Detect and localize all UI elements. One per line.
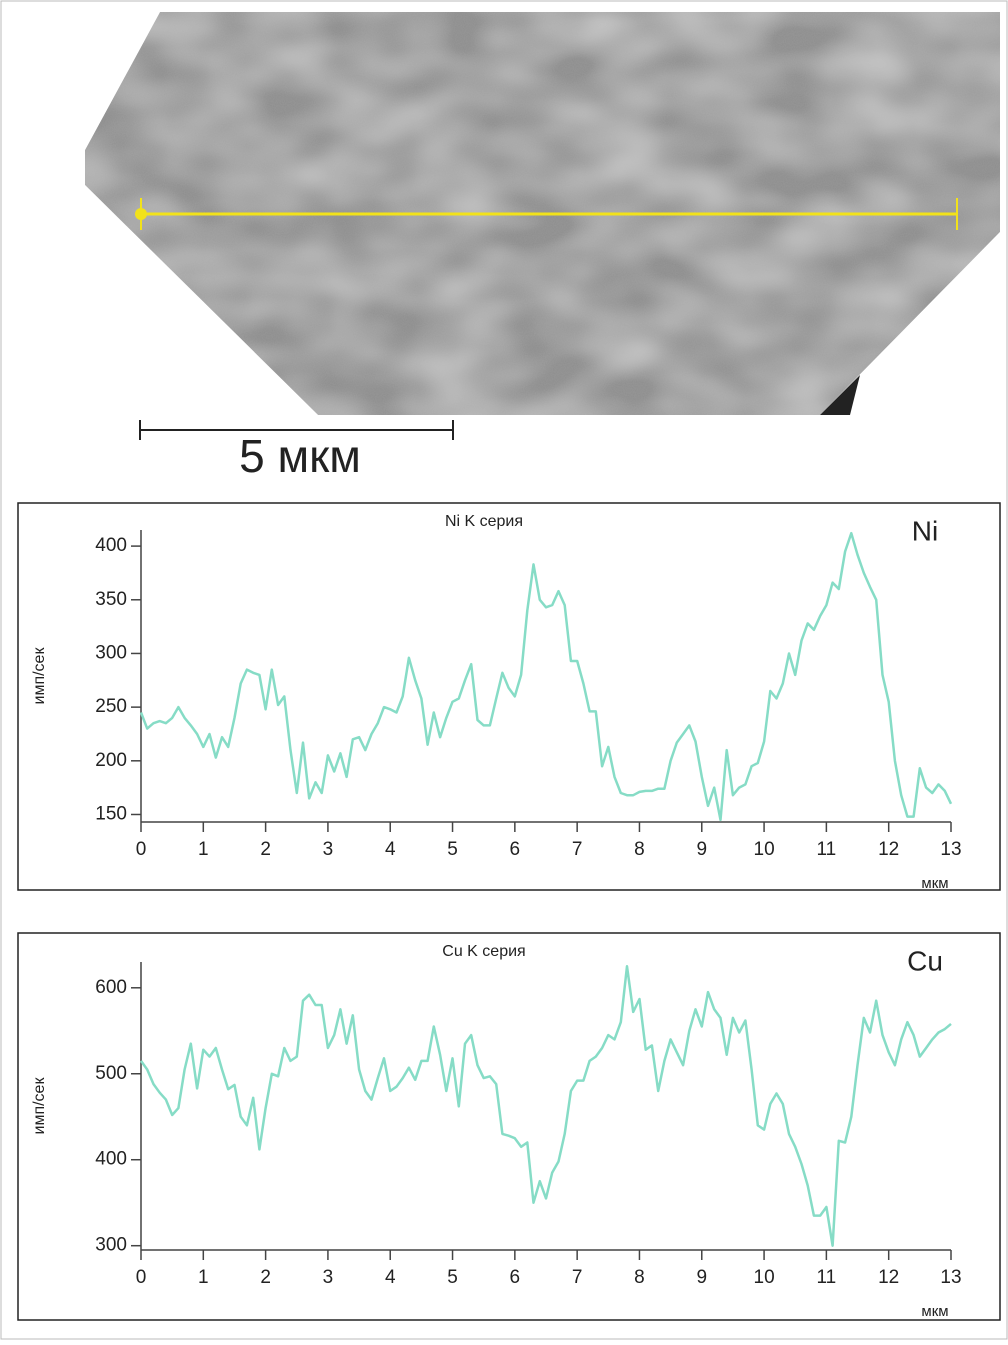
x-tick-label: 3	[323, 1267, 334, 1288]
x-tick-label: 6	[510, 1267, 521, 1288]
x-tick-label: 4	[385, 839, 396, 860]
x-tick-label: 2	[260, 839, 271, 860]
y-tick-label: 250	[95, 696, 127, 717]
x-tick-label: 2	[260, 1267, 271, 1288]
x-tick-label: 4	[385, 1267, 396, 1288]
x-tick-label: 0	[136, 1267, 147, 1288]
x-tick-label: 7	[572, 839, 583, 860]
x-tick-label: 10	[754, 839, 775, 860]
x-tick-label: 3	[323, 839, 334, 860]
scale-bar-label: 5 мкм	[239, 430, 361, 482]
x-tick-label: 13	[940, 839, 961, 860]
y-tick-label: 500	[95, 1063, 127, 1084]
x-tick-label: 8	[634, 1267, 645, 1288]
y-tick-label: 350	[95, 589, 127, 610]
y-tick-label: 600	[95, 977, 127, 998]
chart-frame	[17, 502, 1001, 891]
y-axis-label: имп/сек	[31, 647, 48, 705]
x-tick-label: 5	[447, 839, 458, 860]
chart-frame	[17, 932, 1001, 1321]
x-tick-label: 10	[754, 1267, 775, 1288]
x-tick-label: 9	[696, 1267, 707, 1288]
x-axis-label: мкм	[921, 1303, 948, 1320]
series-label: Cu	[907, 945, 943, 976]
data-line	[139, 531, 953, 822]
x-tick-label: 1	[198, 1267, 209, 1288]
x-tick-label: 12	[878, 839, 899, 860]
x-tick-label: 5	[447, 1267, 458, 1288]
x-tick-label: 6	[510, 839, 521, 860]
x-tick-label: 12	[878, 1267, 899, 1288]
micrograph-corner	[820, 375, 860, 415]
x-tick-label: 8	[634, 839, 645, 860]
x-tick-label: 13	[940, 1267, 961, 1288]
x-tick-label: 7	[572, 1267, 583, 1288]
x-tick-label: 11	[817, 839, 837, 860]
y-tick-label: 150	[95, 804, 127, 825]
y-tick-label: 300	[95, 1235, 127, 1256]
x-tick-label: 0	[136, 839, 147, 860]
data-line	[139, 965, 952, 1247]
chart-title: Cu K серия	[442, 943, 525, 960]
y-tick-label: 200	[95, 750, 127, 771]
y-tick-label: 300	[95, 642, 127, 663]
x-tick-label: 9	[696, 839, 707, 860]
scan-start-dot	[135, 208, 147, 220]
x-axis-label: мкм	[921, 875, 948, 892]
chart-title: Ni K серия	[445, 513, 523, 530]
x-tick-label: 11	[817, 1267, 837, 1288]
y-tick-label: 400	[95, 1149, 127, 1170]
y-axis-label: имп/сек	[31, 1077, 48, 1135]
x-tick-label: 1	[198, 839, 209, 860]
series-label: Ni	[912, 515, 938, 546]
y-tick-label: 400	[95, 535, 127, 556]
